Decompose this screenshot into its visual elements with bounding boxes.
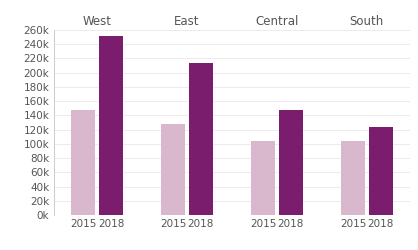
Bar [71,110,95,215]
Text: Central: Central [255,15,298,28]
Text: South: South [350,15,384,28]
Bar [279,110,303,215]
Bar [161,124,185,215]
Bar [99,36,123,215]
Text: East: East [174,15,200,28]
Bar [341,141,365,215]
Bar [369,127,393,215]
Bar [251,141,275,215]
Text: West: West [83,15,112,28]
Bar [189,64,213,215]
